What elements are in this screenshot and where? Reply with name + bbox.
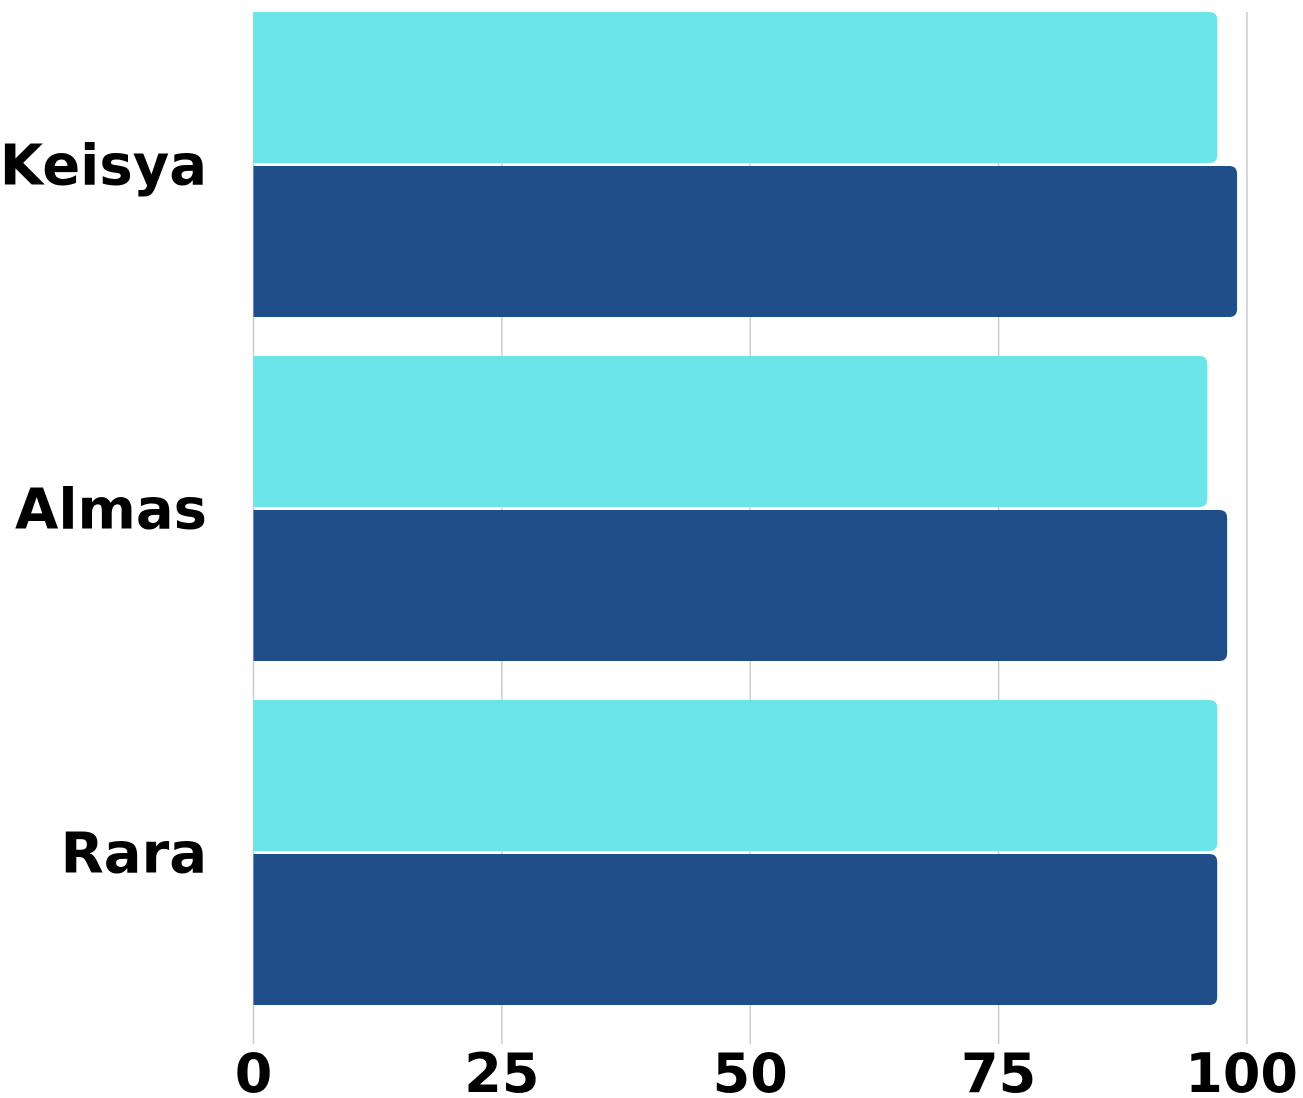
bar-keisya-series-1: [253, 12, 1218, 163]
bar-almas-series-2: [253, 510, 1228, 661]
category-label-keisya: Keisya: [0, 134, 207, 199]
category-label-almas: Almas: [15, 478, 207, 543]
x-tick-label-25: 25: [464, 1042, 539, 1098]
bar-almas-series-1: [253, 356, 1208, 507]
bar-rara-series-2: [253, 854, 1218, 1005]
x-tick-label-75: 75: [961, 1042, 1036, 1098]
x-tick-label-50: 50: [713, 1042, 788, 1098]
category-label-rara: Rara: [61, 822, 207, 887]
category-labels: Keisya Almas Rara: [0, 134, 207, 887]
x-tick-label-100: 100: [1185, 1042, 1298, 1098]
bar-keisya-series-2: [253, 166, 1238, 317]
x-tick-label-0: 0: [235, 1042, 273, 1098]
x-axis-tick-labels: 0 25 50 75 100: [235, 1042, 1298, 1098]
bar-rara-series-1: [253, 700, 1218, 851]
bar-layer: [253, 12, 1238, 1005]
